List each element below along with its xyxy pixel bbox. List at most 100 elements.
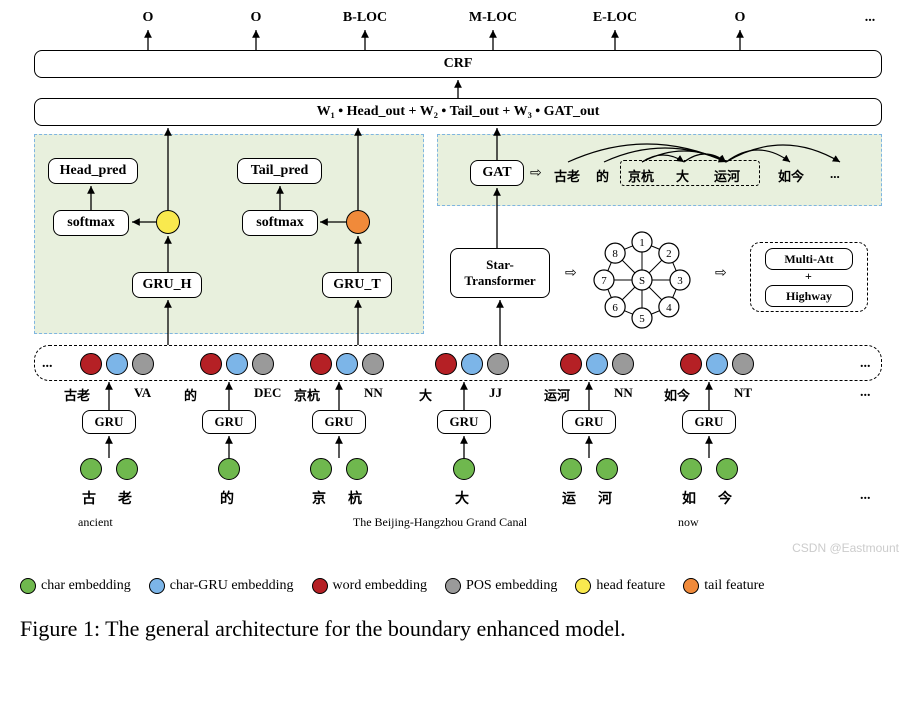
legend-label: char-GRU embedding <box>170 578 294 594</box>
char-label: 河 <box>598 488 612 508</box>
tail-pred-label: Tail_pred <box>251 163 309 179</box>
legend-circle <box>20 578 36 594</box>
tail-feature-circle <box>346 210 370 234</box>
out-tag-0: O <box>128 10 168 26</box>
char-circle <box>596 458 618 480</box>
ellipsis: ... <box>860 385 871 401</box>
char-label: 如 <box>682 488 696 508</box>
multiatt-box: Multi-Att <box>765 248 853 270</box>
pos-label: NT <box>734 385 752 401</box>
arrow-star-1: ⇨ <box>565 265 577 282</box>
svg-text:1: 1 <box>639 237 645 249</box>
emb-circle <box>487 353 509 375</box>
ellipsis: ... <box>860 488 871 504</box>
word-label: 如今 <box>664 385 690 404</box>
softmax-h-box: softmax <box>53 210 129 236</box>
emb-circle <box>106 353 128 375</box>
svg-text:5: 5 <box>639 313 645 325</box>
emb-circle <box>612 353 634 375</box>
svg-text:7: 7 <box>601 275 607 287</box>
out-tag-3: M-LOC <box>458 10 528 26</box>
pos-label: NN <box>364 385 383 401</box>
pos-label: JJ <box>489 385 502 401</box>
tok-3: 大 <box>676 166 689 185</box>
svg-text:4: 4 <box>666 302 672 314</box>
tok-2: 京杭 <box>628 166 654 185</box>
star-transformer-box: Star- Transformer <box>450 248 550 298</box>
legend-item: word embedding <box>312 578 427 594</box>
plus-label: + <box>805 269 812 284</box>
char-label: 杭 <box>348 488 362 508</box>
gru-box: GRU <box>437 410 491 434</box>
tail-pred-box: Tail_pred <box>237 158 322 184</box>
legend-label: head feature <box>596 578 665 594</box>
char-circle <box>716 458 738 480</box>
char-label: 的 <box>220 488 234 508</box>
word-label: 京杭 <box>294 385 320 404</box>
emb-circle <box>706 353 728 375</box>
out-tag-1: O <box>236 10 276 26</box>
out-tag-4: E-LOC <box>580 10 650 26</box>
tok-1: 的 <box>596 166 609 185</box>
emb-circle <box>362 353 384 375</box>
figure-caption: Figure 1: The general architecture for t… <box>20 612 894 645</box>
emb-circle <box>461 353 483 375</box>
char-circle <box>116 458 138 480</box>
char-circle <box>218 458 240 480</box>
head-pred-label: Head_pred <box>60 163 127 179</box>
fusion-box: W₁ • Head_out + W₂ • Tail_out + W₃ • GAT… <box>34 98 882 126</box>
gru-h-box: GRU_H <box>132 272 202 298</box>
crf-box: CRF <box>34 50 882 78</box>
char-label: 老 <box>118 488 132 508</box>
multiatt-label: Multi-Att <box>784 252 833 267</box>
char-label: 运 <box>562 488 576 508</box>
translation: ancient <box>78 515 113 530</box>
word-label: 的 <box>184 385 197 404</box>
char-label: 今 <box>718 488 732 508</box>
legend-item: char-GRU embedding <box>149 578 294 594</box>
legend-item: POS embedding <box>445 578 557 594</box>
emb-circle <box>310 353 332 375</box>
gat-label: GAT <box>482 165 511 181</box>
char-label: 京 <box>312 488 326 508</box>
fusion-formula: W₁ • Head_out + W₂ • Tail_out + W₃ • GAT… <box>317 104 600 120</box>
legend-circle <box>312 578 328 594</box>
char-circle <box>680 458 702 480</box>
ellipsis: ... <box>860 356 871 372</box>
gru-box: GRU <box>202 410 256 434</box>
star-transformer-label: Star- Transformer <box>464 257 535 289</box>
emb-circle <box>586 353 608 375</box>
emb-circle <box>560 353 582 375</box>
emb-circle <box>435 353 457 375</box>
highway-box: Highway <box>765 285 853 307</box>
char-circle <box>346 458 368 480</box>
architecture-diagram: O O B-LOC M-LOC E-LOC O ... CRF W₁ • Hea… <box>20 10 890 570</box>
highway-label: Highway <box>786 289 832 304</box>
legend-item: char embedding <box>20 578 131 594</box>
svg-text:3: 3 <box>677 275 683 287</box>
head-feature-circle <box>156 210 180 234</box>
arrow-gat: ⇨ <box>530 165 542 182</box>
word-label: 运河 <box>544 385 570 404</box>
softmax-t-box: softmax <box>242 210 318 236</box>
tok-6: ... <box>830 166 840 182</box>
ellipsis: ... <box>42 356 53 372</box>
char-circle <box>453 458 475 480</box>
legend-item: tail feature <box>683 578 764 594</box>
emb-circle <box>80 353 102 375</box>
legend-item: head feature <box>575 578 665 594</box>
gru-t-box: GRU_T <box>322 272 392 298</box>
pos-label: DEC <box>254 385 281 401</box>
emb-circle <box>226 353 248 375</box>
gru-box: GRU <box>562 410 616 434</box>
emb-circle <box>132 353 154 375</box>
legend: char embedding char-GRU embedding word emb… <box>20 578 894 594</box>
legend-label: tail feature <box>704 578 764 594</box>
head-pred-box: Head_pred <box>48 158 138 184</box>
center-caption: The Beijing-Hangzhou Grand Canal <box>290 515 590 530</box>
gru-t-label: GRU_T <box>333 277 380 293</box>
emb-circle <box>336 353 358 375</box>
legend-circle <box>575 578 591 594</box>
legend-circle <box>445 578 461 594</box>
emb-circle <box>252 353 274 375</box>
